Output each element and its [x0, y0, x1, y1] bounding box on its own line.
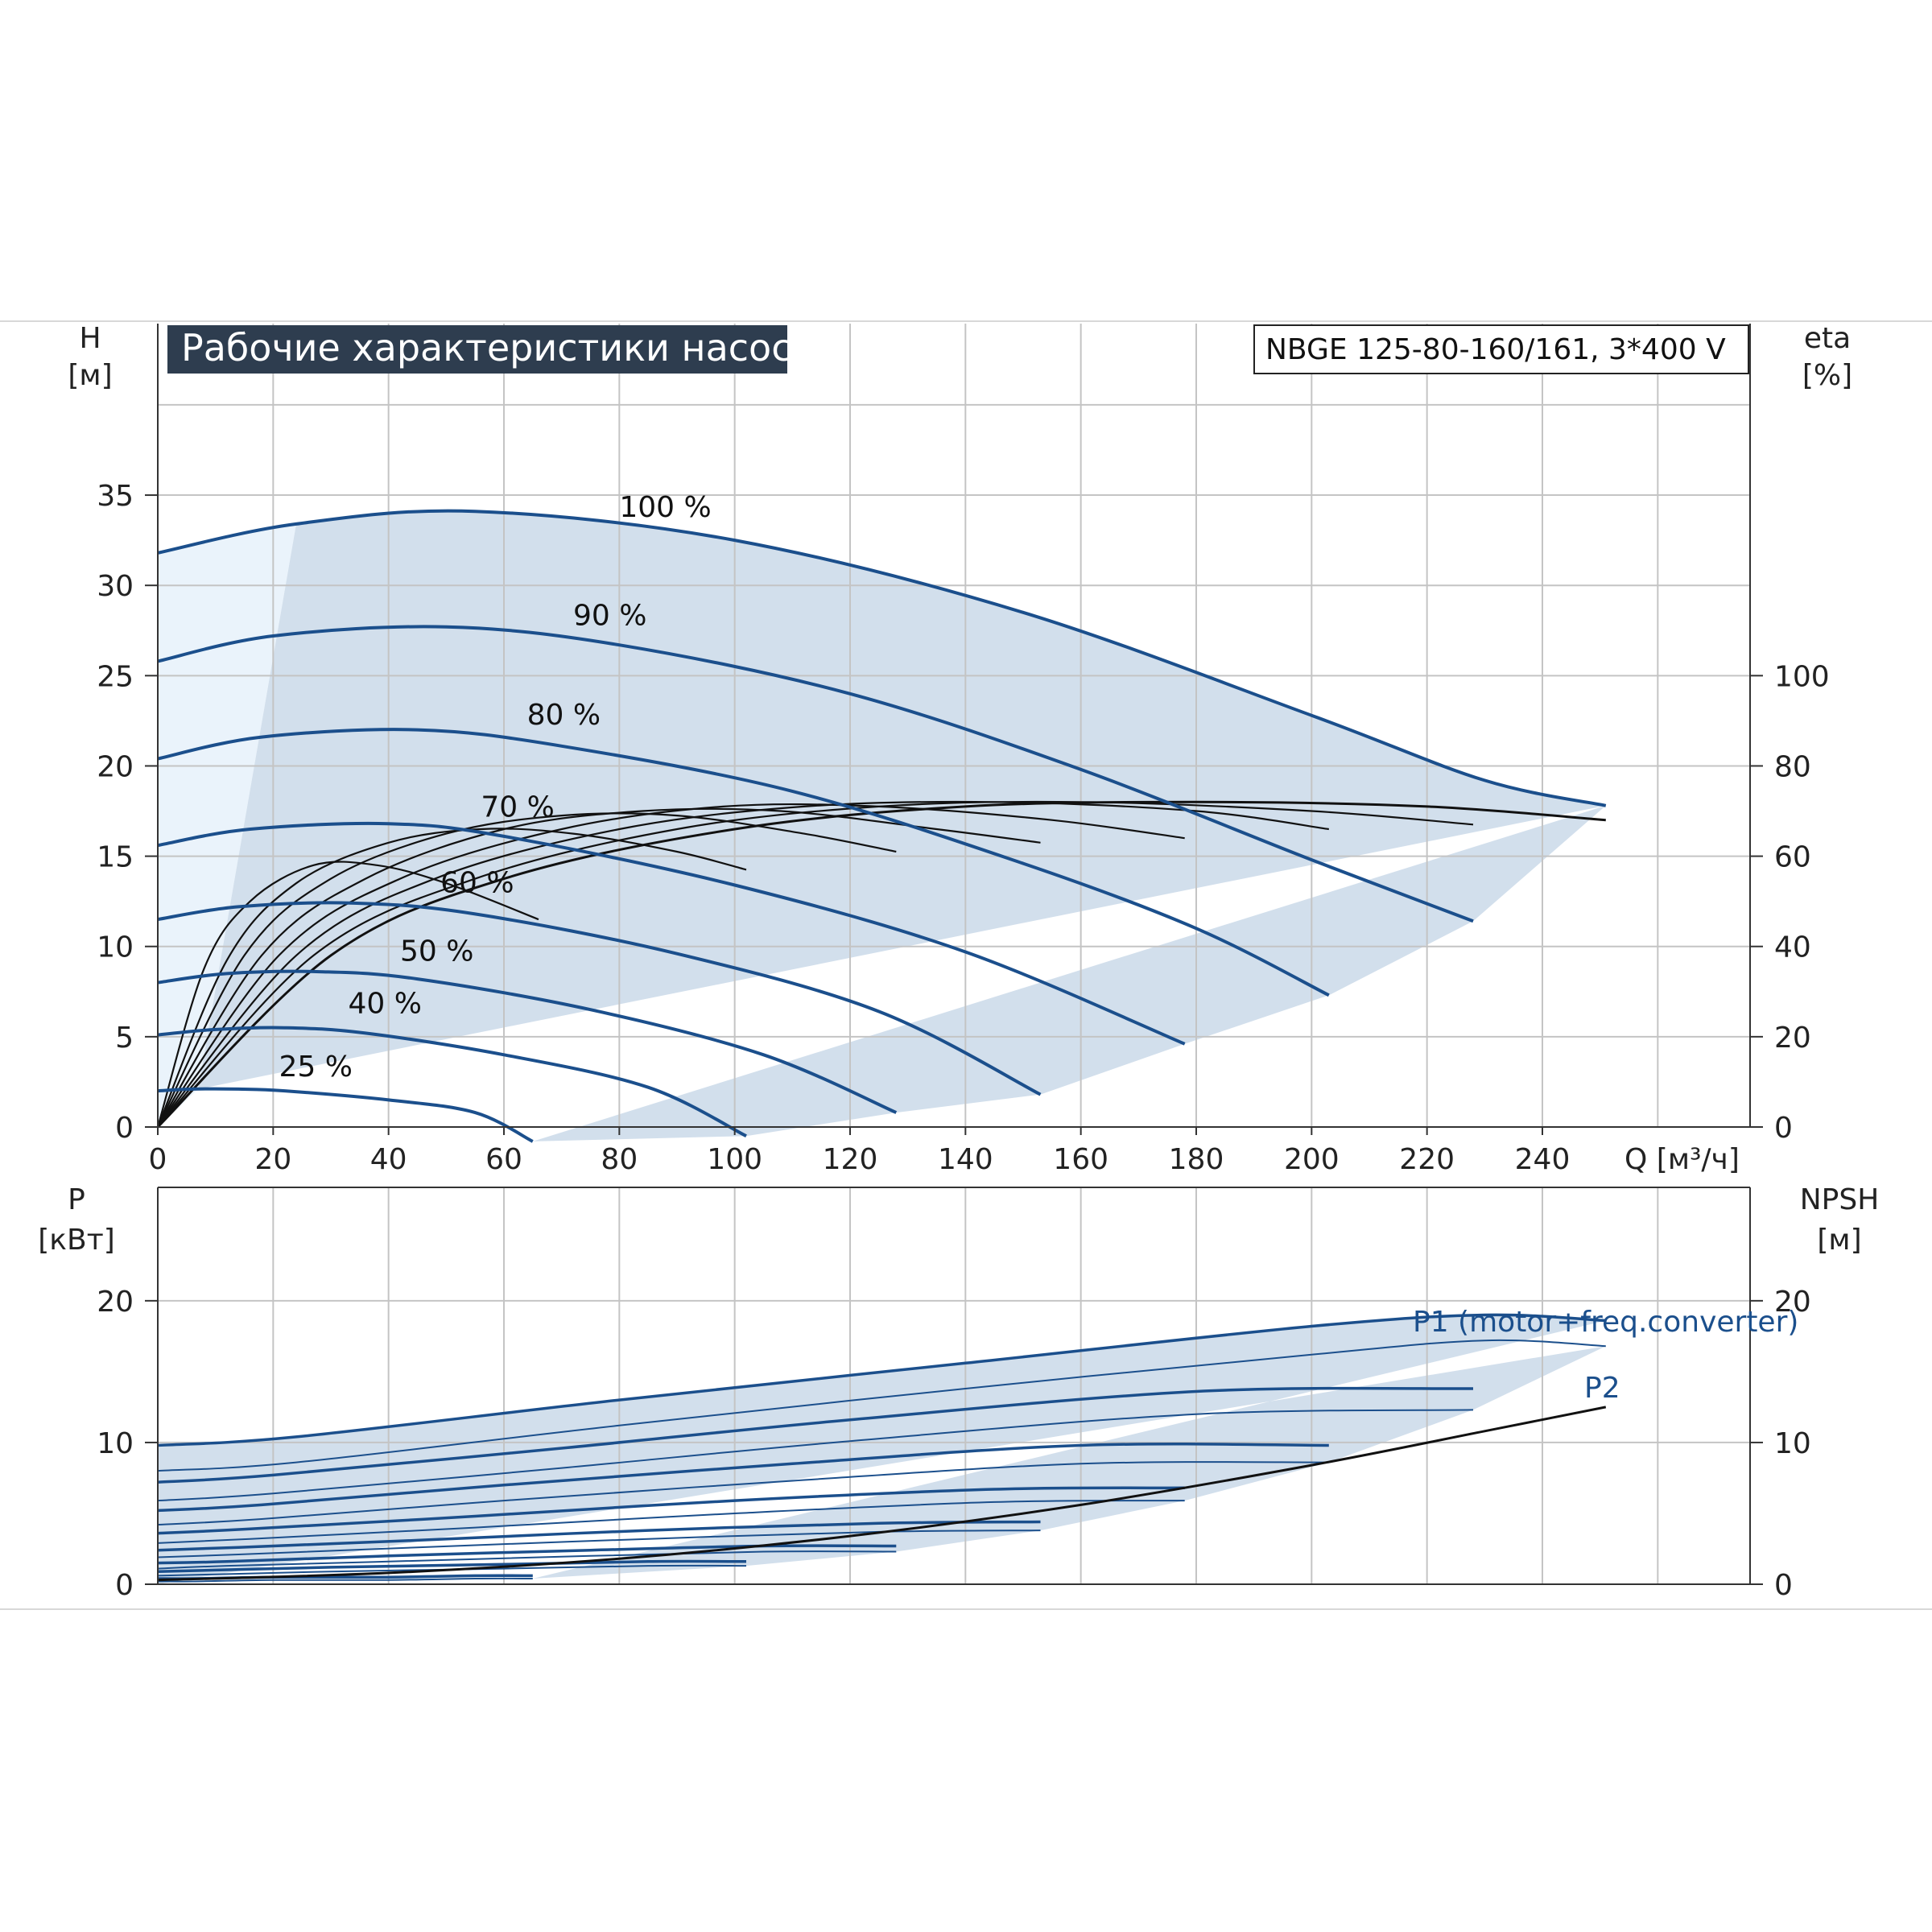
y-tick-label: 25 [97, 660, 134, 693]
p-tick-label: 0 [115, 1569, 134, 1602]
x-tick-label: 120 [823, 1143, 878, 1176]
power-region [158, 1315, 1606, 1584]
p1-curve-50 [157, 1544, 897, 1565]
y2-tick-label: 100 [1774, 660, 1830, 693]
npsh-curve [157, 1406, 1607, 1582]
head-curve-25 [157, 1087, 534, 1143]
npsh-tick-label: 0 [1774, 1569, 1793, 1602]
speed-label-4: 70 % [481, 791, 554, 824]
bottom-separator [0, 1608, 1932, 1610]
x-tick-label: 180 [1169, 1143, 1224, 1176]
y-tick-label: 30 [97, 570, 134, 603]
y2-tick-label: 40 [1774, 931, 1811, 964]
x-tick-label: 80 [601, 1143, 638, 1176]
y-tick-label: 15 [97, 841, 134, 874]
x-tick-label: 140 [938, 1143, 993, 1176]
x-tick-label: 220 [1399, 1143, 1455, 1176]
x-tick-label: 0 [149, 1143, 167, 1176]
y-tick-label: 10 [97, 931, 134, 964]
efficiency-curve-100 [156, 800, 1606, 1129]
p2-curve-25 [157, 1577, 533, 1583]
p1-curve-70 [157, 1486, 1185, 1535]
y2-axis-unit-eta: [%] [1802, 359, 1852, 392]
x-tick-label: 20 [254, 1143, 291, 1176]
y2-axis-label-eta: eta [1804, 322, 1851, 355]
speed-label-3: 80 % [527, 699, 601, 732]
y2-tick-label: 80 [1774, 750, 1811, 783]
head-efficiency-plot: 100 % 90 % 80 % 70 % 60 % 50 % 40 % 25 % 0 20 40 60… [97, 324, 1830, 1176]
x-axis-label-q: Q [м³/ч] [1624, 1143, 1740, 1176]
x-tick-label: 100 [707, 1143, 762, 1176]
p2-curve-60 [157, 1530, 1041, 1558]
y-axis-unit-p: [кВт] [38, 1224, 115, 1257]
x-tick-label: 60 [485, 1143, 522, 1176]
efficiency-curve-50 [157, 812, 897, 1128]
top-separator [0, 320, 1932, 322]
chart-title: Рабочие характеристики насоса [181, 326, 815, 369]
speed-label-1: 100 % [619, 491, 711, 524]
title-banner [167, 325, 787, 374]
x-tick-label: 240 [1515, 1143, 1571, 1176]
y-tick-label: 20 [97, 750, 134, 783]
efficiency-curve-90 [157, 800, 1474, 1128]
y-tick-label: 5 [115, 1022, 134, 1055]
p-tick-label: 20 [97, 1286, 134, 1319]
p2-curve-50 [157, 1550, 897, 1570]
x-tick-label: 200 [1284, 1143, 1340, 1176]
p1-curve-40 [157, 1559, 747, 1573]
model-box [1253, 324, 1749, 374]
efficiency-curve-70 [157, 803, 1185, 1128]
speed-label-2: 90 % [573, 600, 646, 633]
y2-tick-label: 0 [1774, 1112, 1793, 1145]
power-npsh-plot: 0 10 20 0 10 20 [97, 1187, 1811, 1602]
series-label-p1: P1 (motor+freq.converter) [1413, 1306, 1798, 1339]
head-curve-50 [157, 969, 898, 1114]
head-curve-40 [157, 1026, 747, 1137]
efficiency-curve-40 [156, 828, 747, 1128]
y-axis-label-p: P [68, 1183, 85, 1216]
speed-label-6: 50 % [400, 935, 473, 968]
efficiency-curve-60 [157, 807, 1041, 1128]
y-axis-label-h: H [79, 322, 101, 355]
p1-curve-90 [157, 1386, 1474, 1484]
y-axis-unit-h: [м] [68, 359, 112, 392]
p2-curve-70 [157, 1500, 1185, 1544]
npsh-tick-label: 10 [1774, 1427, 1811, 1460]
speed-label-5: 60 % [440, 866, 514, 899]
y2-axis-unit-npsh: [м] [1817, 1224, 1861, 1257]
head-curve-80 [157, 728, 1330, 997]
p2-curve-100 [157, 1339, 1606, 1472]
y-tick-label: 0 [115, 1112, 134, 1145]
speed-label-8: 25 % [279, 1051, 353, 1084]
operating-region [198, 510, 1606, 1141]
p2-curve-90 [157, 1409, 1474, 1502]
speed-label-7: 40 % [349, 988, 422, 1021]
p-tick-label: 10 [97, 1427, 134, 1460]
p1-curve-60 [157, 1520, 1041, 1552]
efficiency-curve-25 [156, 861, 539, 1128]
series-label-p2: P2 [1584, 1372, 1620, 1405]
p2-curve-80 [157, 1461, 1329, 1525]
head-curve-90 [157, 625, 1474, 923]
x-tick-label: 160 [1053, 1143, 1108, 1176]
head-curve-70 [157, 821, 1186, 1046]
p1-curve-80 [157, 1443, 1329, 1513]
y2-tick-label: 20 [1774, 1022, 1811, 1055]
p1-curve-100 [157, 1313, 1606, 1447]
model-label: NBGE 125-80-160/161, 3*400 V [1265, 333, 1726, 366]
y2-axis-label-npsh: NPSH [1800, 1183, 1880, 1216]
y2-tick-label: 60 [1774, 841, 1811, 874]
head-curve-100 [157, 509, 1607, 807]
x-tick-label: 40 [370, 1143, 407, 1176]
npsh-tick-label: 20 [1774, 1286, 1811, 1319]
y-tick-label: 35 [97, 480, 134, 513]
head-curve-60 [157, 901, 1042, 1096]
